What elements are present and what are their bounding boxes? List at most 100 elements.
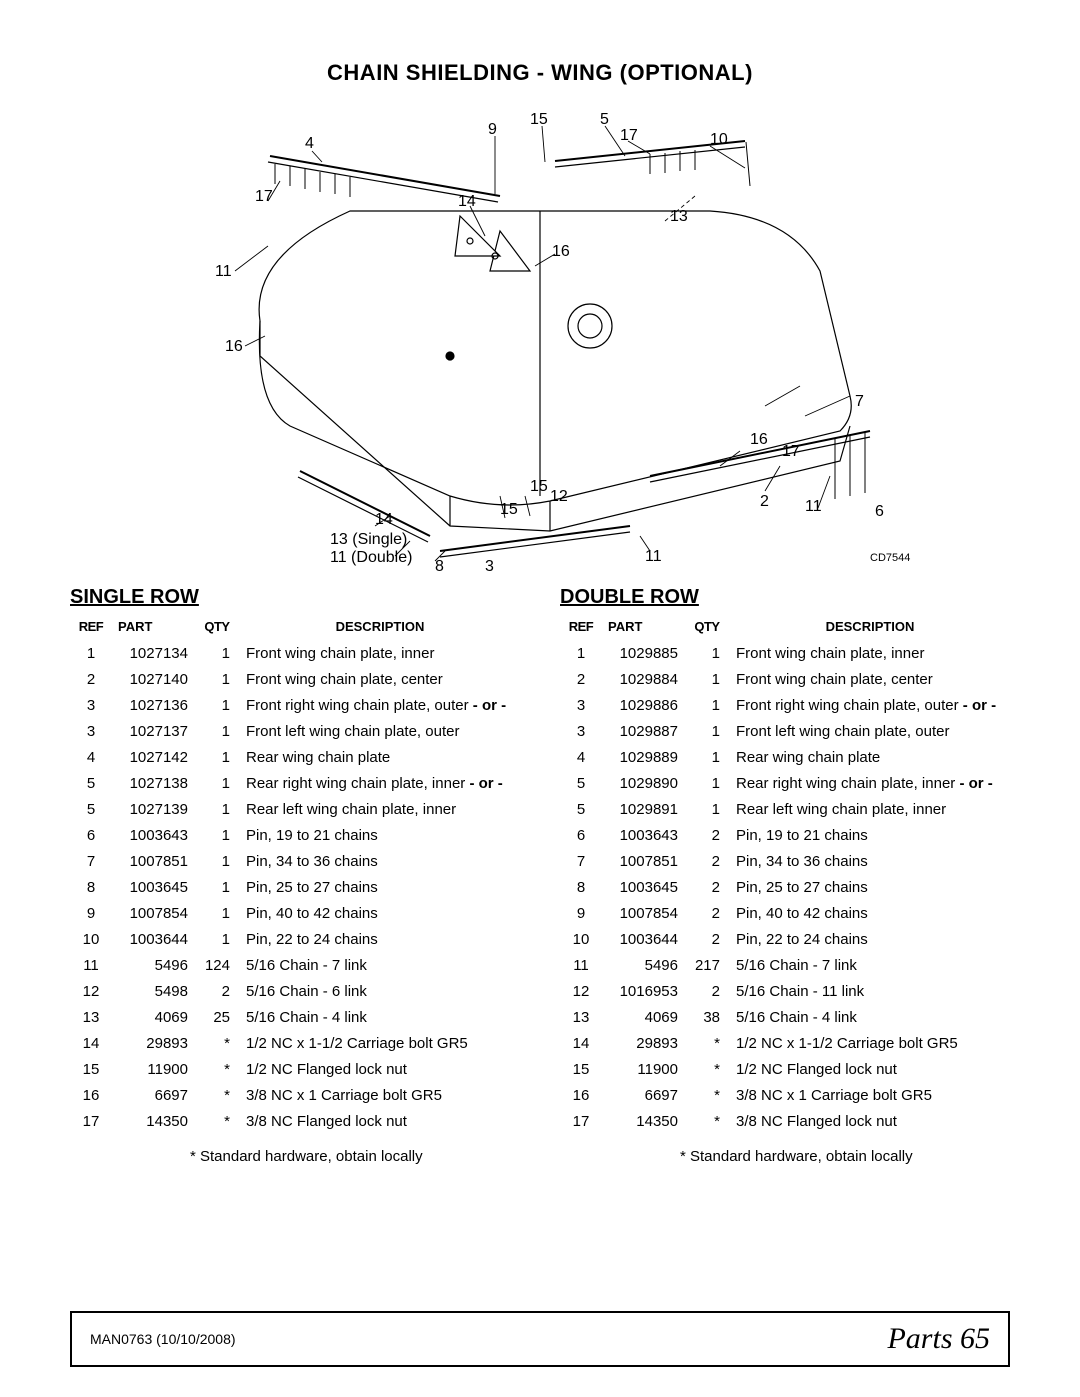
table-row: 810036451Pin, 25 to 27 chains [70,874,520,900]
cell-ref: 3 [560,718,602,744]
cell-desc: 1/2 NC x 1-1/2 Carriage bolt GR5 [730,1030,1010,1056]
cell-desc: Rear wing chain plate [240,744,520,770]
double-note: * Standard hardware, obtain locally [560,1148,1010,1165]
cell-ref: 16 [560,1082,602,1108]
cell-part: 1029890 [602,770,684,796]
cell-ref: 5 [560,770,602,796]
callout-17b: 17 [255,188,273,205]
cell-ref: 9 [560,900,602,926]
cell-part: 1003645 [112,874,194,900]
cell-desc: Rear left wing chain plate, inner [240,796,520,822]
callout-17a: 17 [620,127,638,144]
callout-13single: 13 (Single) [330,531,407,548]
cell-part: 1007851 [602,848,684,874]
cell-qty: 1 [684,744,730,770]
cell-desc: Rear right wing chain plate, inner - or … [240,770,520,796]
cell-desc: 1/2 NC Flanged lock nut [240,1056,520,1082]
callout-10: 10 [710,131,728,148]
cell-part: 1029886 [602,692,684,718]
th-qty: QTY [194,615,240,640]
cell-qty: 1 [194,640,240,666]
table-row: 12549825/16 Chain - 6 link [70,978,520,1004]
cell-ref: 10 [560,926,602,952]
cell-ref: 1 [70,640,112,666]
cell-part: 1029891 [602,796,684,822]
callout-16a: 16 [552,243,570,260]
cell-qty: 25 [194,1004,240,1030]
table-row: 1714350*3/8 NC Flanged lock nut [560,1108,1010,1134]
table-row: 1010036441Pin, 22 to 24 chains [70,926,520,952]
footer-doc-id: MAN0763 (10/10/2008) [90,1331,236,1347]
cell-ref: 5 [70,770,112,796]
cell-ref: 14 [560,1030,602,1056]
table-row: 510298901Rear right wing chain plate, in… [560,770,1010,796]
footer-page-label: Parts 65 [887,1322,990,1356]
cell-qty: 1 [194,900,240,926]
cell-ref: 13 [70,1004,112,1030]
cell-ref: 2 [560,666,602,692]
cell-ref: 3 [70,692,112,718]
single-parts-table: REF PART QTY DESCRIPTION 110271341Front … [70,615,520,1134]
cell-part: 1029887 [602,718,684,744]
table-row: 510271381Rear right wing chain plate, in… [70,770,520,796]
callout-3: 3 [485,558,494,575]
cell-ref: 11 [560,952,602,978]
callout-12: 12 [550,488,568,505]
page-footer: MAN0763 (10/10/2008) Parts 65 [70,1311,1010,1367]
cell-ref: 8 [560,874,602,900]
callout-2: 2 [760,493,769,510]
table-row: 310271371Front left wing chain plate, ou… [70,718,520,744]
table-row: 166697*3/8 NC x 1 Carriage bolt GR5 [70,1082,520,1108]
cell-part: 5498 [112,978,194,1004]
cell-desc: Pin, 22 to 24 chains [730,926,1010,952]
cell-desc: Front wing chain plate, inner [730,640,1010,666]
cell-part: 1027138 [112,770,194,796]
cell-part: 1007851 [112,848,194,874]
table-row: 610036431Pin, 19 to 21 chains [70,822,520,848]
table-row: 810036452Pin, 25 to 27 chains [560,874,1010,900]
callout-15c: 15 [500,501,518,518]
cell-qty: * [684,1056,730,1082]
footer-page-number: 65 [960,1322,990,1355]
callout-13a: 13 [670,208,688,225]
cell-ref: 11 [70,952,112,978]
double-parts-table: REF PART QTY DESCRIPTION 110298851Front … [560,615,1010,1134]
cell-qty: 1 [684,796,730,822]
cell-qty: 2 [194,978,240,1004]
cell-part: 1016953 [602,978,684,1004]
cell-desc: Rear right wing chain plate, inner - or … [730,770,1010,796]
table-row: 310298861Front right wing chain plate, o… [560,692,1010,718]
cell-desc: 5/16 Chain - 7 link [240,952,520,978]
cell-part: 1027136 [112,692,194,718]
cell-qty: 1 [194,770,240,796]
table-row: 110271341Front wing chain plate, inner [70,640,520,666]
cell-qty: 1 [684,718,730,744]
cell-desc: 1/2 NC x 1-1/2 Carriage bolt GR5 [240,1030,520,1056]
th-part: PART [112,615,194,640]
cell-ref: 6 [70,822,112,848]
single-row-column: SINGLE ROW REF PART QTY DESCRIPTION 1102… [70,586,520,1165]
page-title: CHAIN SHIELDING - WING (OPTIONAL) [70,60,1010,86]
cell-desc: 1/2 NC Flanged lock nut [730,1056,1010,1082]
exploded-diagram: 4 9 15 5 17 10 17 13 14 16 11 16 7 16 17… [150,96,930,576]
cell-qty: 2 [684,900,730,926]
cell-desc: 5/16 Chain - 7 link [730,952,1010,978]
table-row: 210271401Front wing chain plate, center [70,666,520,692]
table-row: 1511900*1/2 NC Flanged lock nut [70,1056,520,1082]
cell-part: 6697 [112,1082,194,1108]
cell-qty: 1 [194,822,240,848]
cell-desc: Pin, 40 to 42 chains [730,900,1010,926]
callout-5: 5 [600,111,609,128]
th-ref: REF [560,615,602,640]
cell-qty: 1 [194,796,240,822]
table-row: 1154961245/16 Chain - 7 link [70,952,520,978]
callout-7: 7 [855,393,864,410]
table-row: 310298871Front left wing chain plate, ou… [560,718,1010,744]
cell-desc: 5/16 Chain - 6 link [240,978,520,1004]
cell-desc: Rear left wing chain plate, inner [730,796,1010,822]
cell-qty: 1 [194,744,240,770]
cell-part: 11900 [602,1056,684,1082]
table-row: 1010036442Pin, 22 to 24 chains [560,926,1010,952]
cell-qty: 38 [684,1004,730,1030]
cell-part: 1029884 [602,666,684,692]
